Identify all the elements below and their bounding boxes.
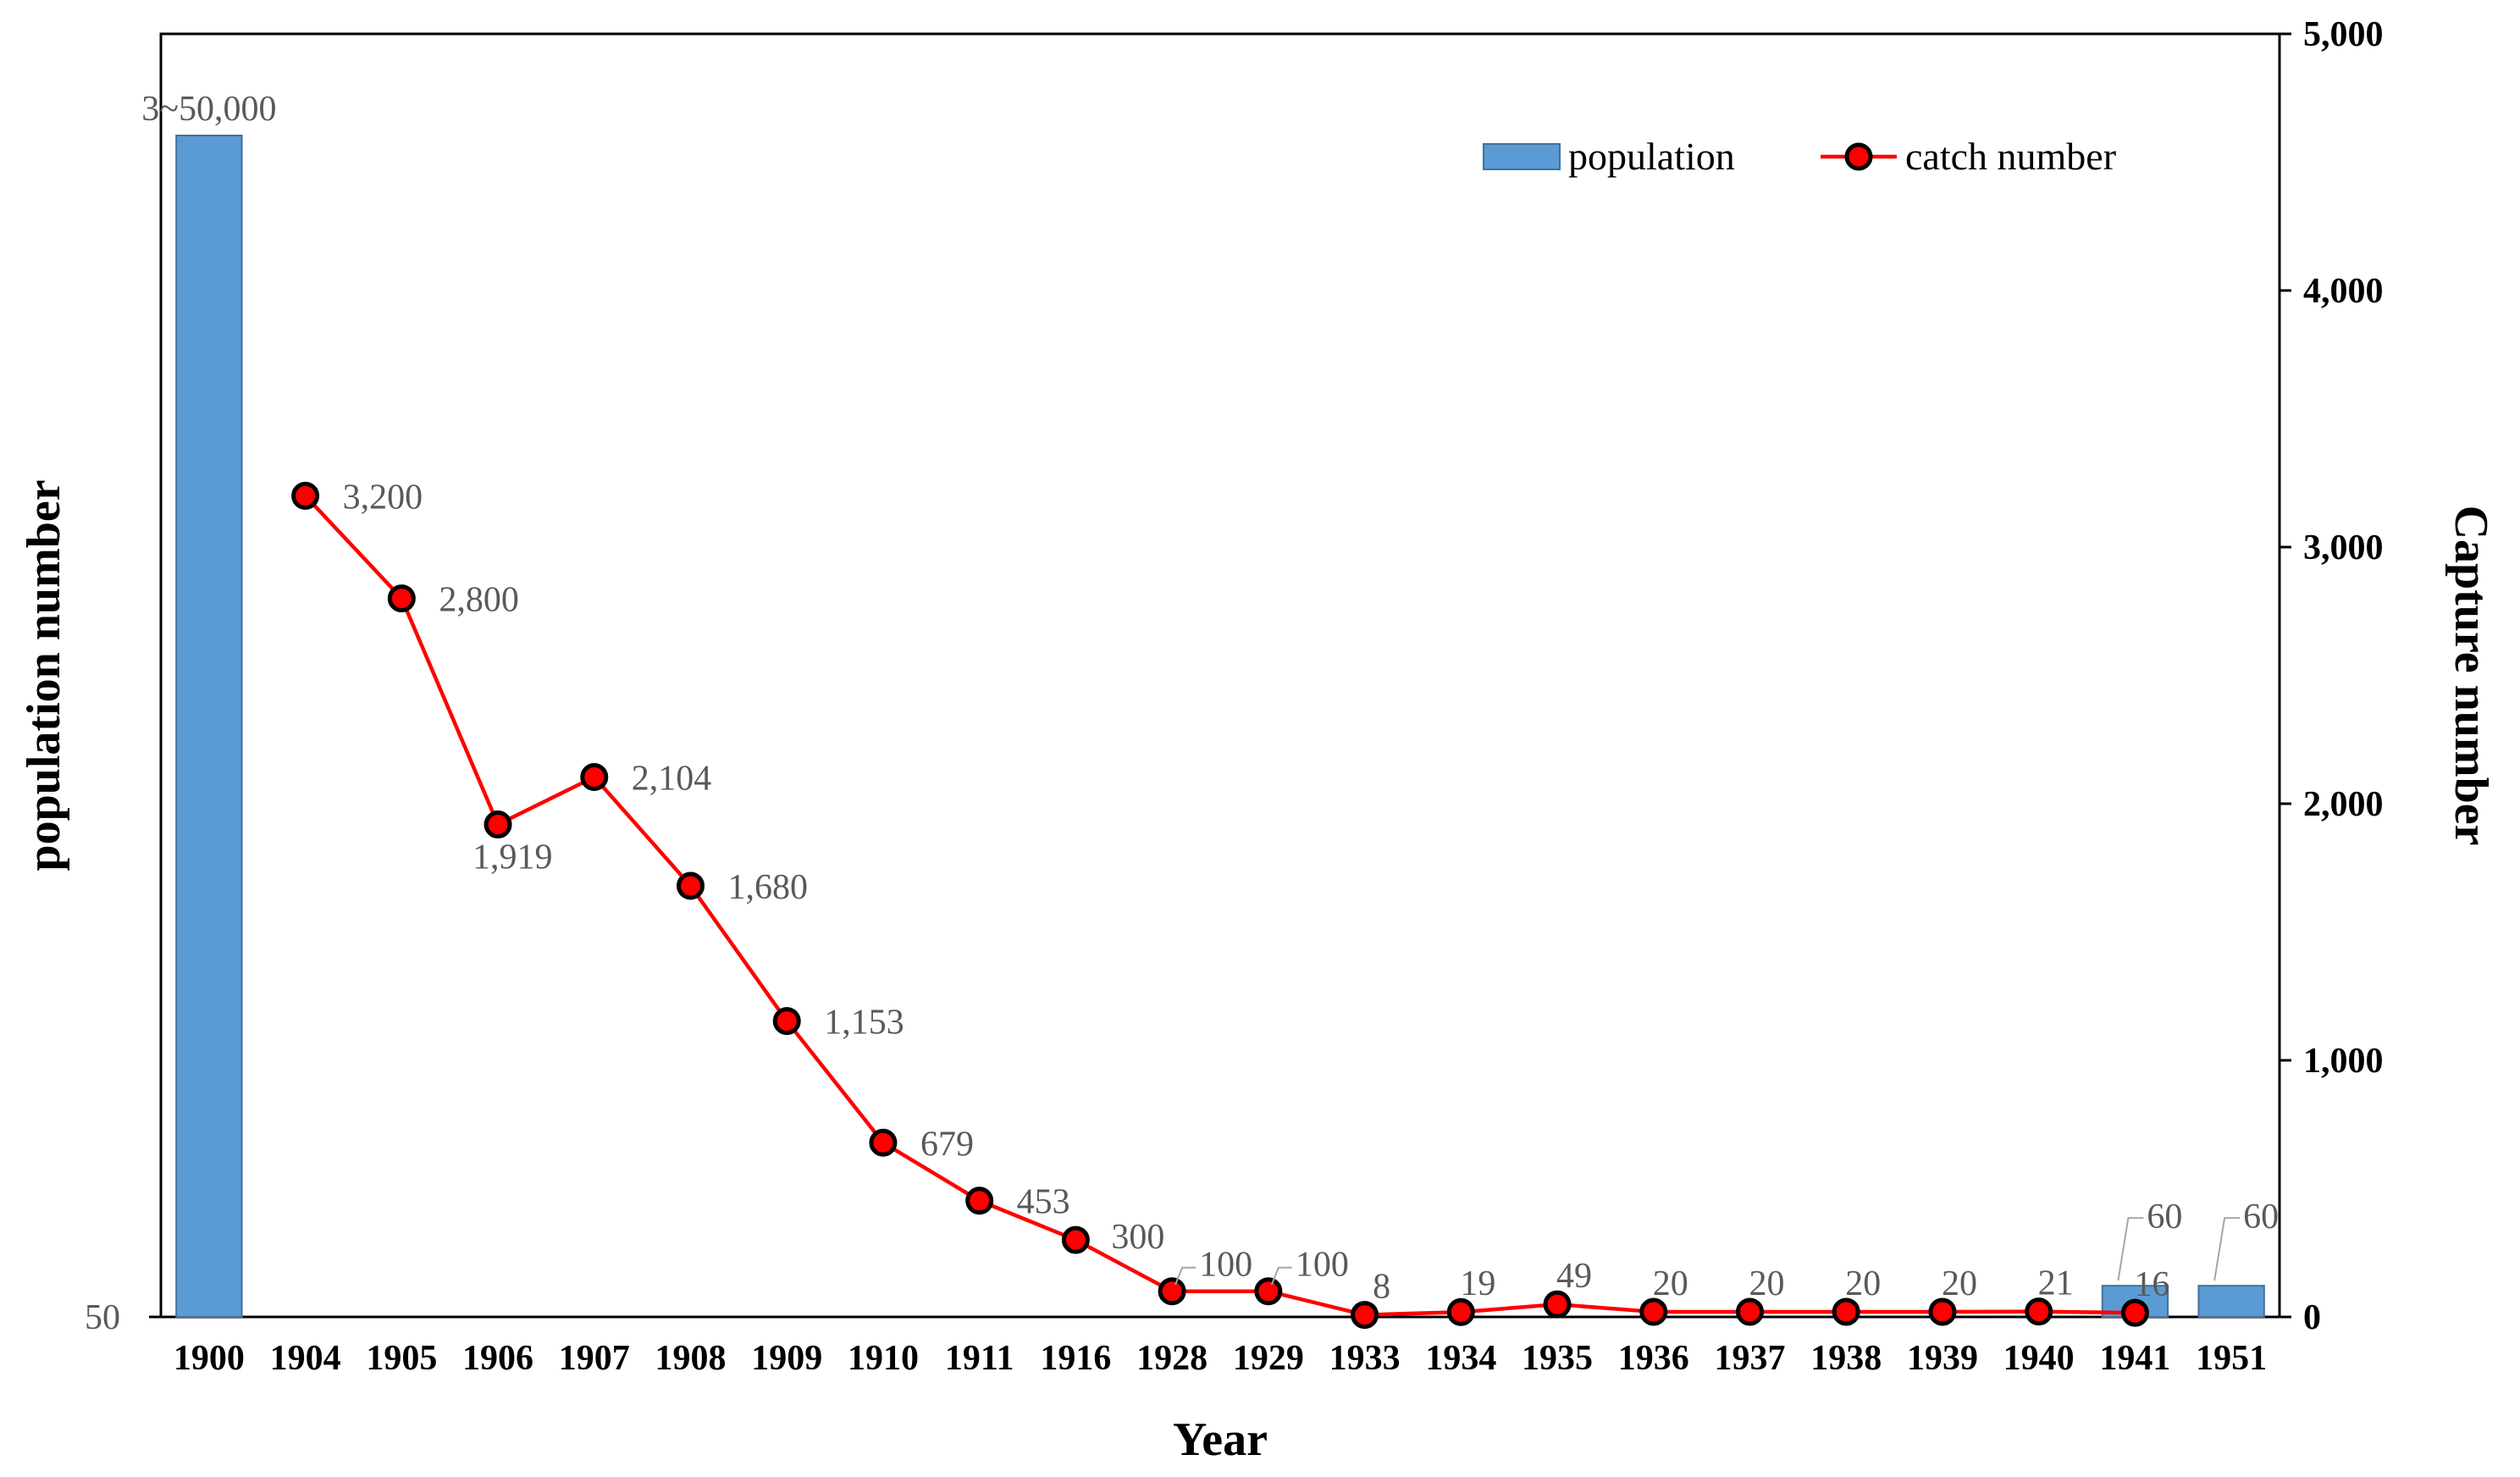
- x-tick-1904: 1904: [270, 1339, 341, 1378]
- data-label-catch-1906: 1,919: [472, 838, 553, 877]
- data-label-catch-1904: 3,200: [343, 478, 423, 517]
- leader-line-catch-1928: [1174, 1266, 1196, 1286]
- x-tick-1929: 1929: [1233, 1339, 1304, 1378]
- legend-catch-number-label: catch number: [1905, 135, 2116, 178]
- catch-number-markers: [291, 481, 2149, 1330]
- catch-number-series: [303, 494, 2136, 1317]
- data-label-population-1941: 60: [2147, 1198, 2182, 1236]
- x-tick-1900: 1900: [174, 1339, 245, 1378]
- data-label-catch-1907: 2,104: [632, 759, 712, 798]
- right-y-tick-label-1: 1,000: [2303, 1042, 2384, 1081]
- right-y-tick-label-4: 4,000: [2303, 272, 2384, 311]
- x-tick-1937: 1937: [1715, 1339, 1786, 1378]
- x-tick-1905: 1905: [366, 1339, 437, 1378]
- data-label-population-1900: 3~50,000: [141, 90, 276, 129]
- leader-line-population-1941: [2117, 1217, 2144, 1281]
- marker-catch-1916: [1061, 1225, 1090, 1254]
- left-y-axis-ticks: 50: [85, 1298, 161, 1337]
- data-label-catch-1941: 16: [2134, 1265, 2169, 1304]
- data-label-catch-1929: 100: [1296, 1246, 1349, 1285]
- data-label-catch-1905: 2,800: [439, 581, 519, 620]
- x-tick-1933: 1933: [1329, 1339, 1401, 1378]
- marker-catch-1906: [484, 810, 512, 839]
- x-tick-1938: 1938: [1810, 1339, 1882, 1378]
- data-label-catch-1937: 20: [1749, 1264, 1785, 1303]
- bar-population-1900: [175, 135, 243, 1318]
- marker-catch-1936: [1639, 1297, 1668, 1326]
- x-tick-1936: 1936: [1618, 1339, 1689, 1378]
- data-label-catch-1933: 8: [1373, 1268, 1390, 1307]
- x-tick-1935: 1935: [1522, 1339, 1593, 1378]
- data-label-catch-1911: 453: [1017, 1183, 1070, 1222]
- population-bars: [175, 135, 2265, 1318]
- data-label-catch-1934: 19: [1460, 1264, 1495, 1303]
- x-tick-1928: 1928: [1136, 1339, 1208, 1378]
- marker-catch-1938: [1832, 1297, 1860, 1326]
- bar-population-1951: [2197, 1285, 2265, 1318]
- x-tick-1951: 1951: [2196, 1339, 2267, 1378]
- left-y-axis-title: population number: [18, 479, 70, 871]
- x-tick-1910: 1910: [848, 1339, 919, 1378]
- marker-catch-1910: [869, 1128, 898, 1157]
- right-y-axis-title: Capture number: [2445, 506, 2497, 846]
- legend-population-label: population: [1568, 135, 1735, 178]
- marker-catch-1928: [1158, 1277, 1186, 1306]
- data-label-catch-1909: 1,153: [824, 1004, 904, 1043]
- data-label-catch-1916: 300: [1111, 1218, 1164, 1257]
- data-label-catch-1938: 20: [1845, 1264, 1881, 1303]
- x-tick-1911: 1911: [945, 1339, 1014, 1378]
- marker-catch-1939: [1928, 1297, 1957, 1326]
- right-y-tick-label-5: 5,000: [2303, 15, 2384, 54]
- legend-population-swatch: [1483, 143, 1561, 170]
- data-label-catch-1936: 20: [1653, 1264, 1688, 1303]
- data-label-catch-1935: 49: [1556, 1257, 1592, 1296]
- marker-catch-1907: [580, 762, 609, 791]
- data-label-catch-1940: 21: [2038, 1264, 2074, 1303]
- marker-catch-1908: [677, 871, 705, 900]
- marker-catch-1904: [291, 481, 320, 510]
- marker-catch-1911: [965, 1187, 994, 1215]
- data-label-catch-1910: 679: [920, 1125, 974, 1164]
- line-catch-number: [303, 494, 2136, 1317]
- x-tick-1916: 1916: [1040, 1339, 1111, 1378]
- leader-line-population-1951: [2213, 1217, 2241, 1281]
- leader-line-catch-1929: [1270, 1266, 1292, 1286]
- marker-catch-1929: [1254, 1277, 1283, 1306]
- plot-area-frame: [159, 32, 2281, 1319]
- x-axis-ticks: 1900 1904 1905 1906 1907 1908 1909 1910 1911 1916…: [174, 1339, 2267, 1378]
- right-y-tick-label-3: 3,000: [2303, 528, 2384, 567]
- x-tick-1939: 1939: [1907, 1339, 1978, 1378]
- marker-catch-1941: [2120, 1298, 2149, 1327]
- data-labels: 3,200 2,800 1,919 2,104 1,680 1,153 679 453 300 1…: [141, 90, 2279, 1307]
- marker-catch-1905: [387, 584, 416, 613]
- x-tick-1909: 1909: [751, 1339, 822, 1378]
- marker-catch-1935: [1543, 1290, 1572, 1319]
- right-y-tick-label-0: 0: [2303, 1298, 2321, 1337]
- left-y-tick-label-0: 50: [85, 1298, 120, 1337]
- data-label-catch-1908: 1,680: [728, 868, 809, 907]
- marker-catch-1940: [2025, 1297, 2053, 1326]
- x-axis-title: Year: [1173, 1413, 1268, 1466]
- data-label-population-1951: 60: [2243, 1198, 2279, 1236]
- legend-catch-number-marker: [1844, 142, 1873, 171]
- marker-catch-1937: [1736, 1297, 1764, 1326]
- marker-catch-1909: [772, 1007, 801, 1036]
- x-tick-1941: 1941: [2099, 1339, 2170, 1378]
- x-tick-1908: 1908: [655, 1339, 727, 1378]
- right-y-tick-label-2: 2,000: [2303, 785, 2384, 824]
- data-label-catch-1928: 100: [1199, 1246, 1252, 1285]
- right-y-axis-ticks: 0 1,000 2,000 3,000 4,000 5,000: [2280, 15, 2384, 1337]
- x-tick-1907: 1907: [559, 1339, 630, 1378]
- x-tick-1934: 1934: [1425, 1339, 1496, 1378]
- data-label-catch-1939: 20: [1942, 1264, 1977, 1303]
- legend: population catch number: [1483, 135, 2116, 178]
- marker-catch-1933: [1351, 1301, 1379, 1330]
- marker-catch-1934: [1446, 1297, 1475, 1326]
- x-tick-1940: 1940: [2003, 1339, 2075, 1378]
- x-tick-1906: 1906: [462, 1339, 533, 1378]
